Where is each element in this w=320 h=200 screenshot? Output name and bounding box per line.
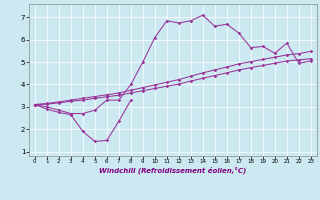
X-axis label: Windchill (Refroidissement éolien,°C): Windchill (Refroidissement éolien,°C)	[99, 167, 246, 174]
